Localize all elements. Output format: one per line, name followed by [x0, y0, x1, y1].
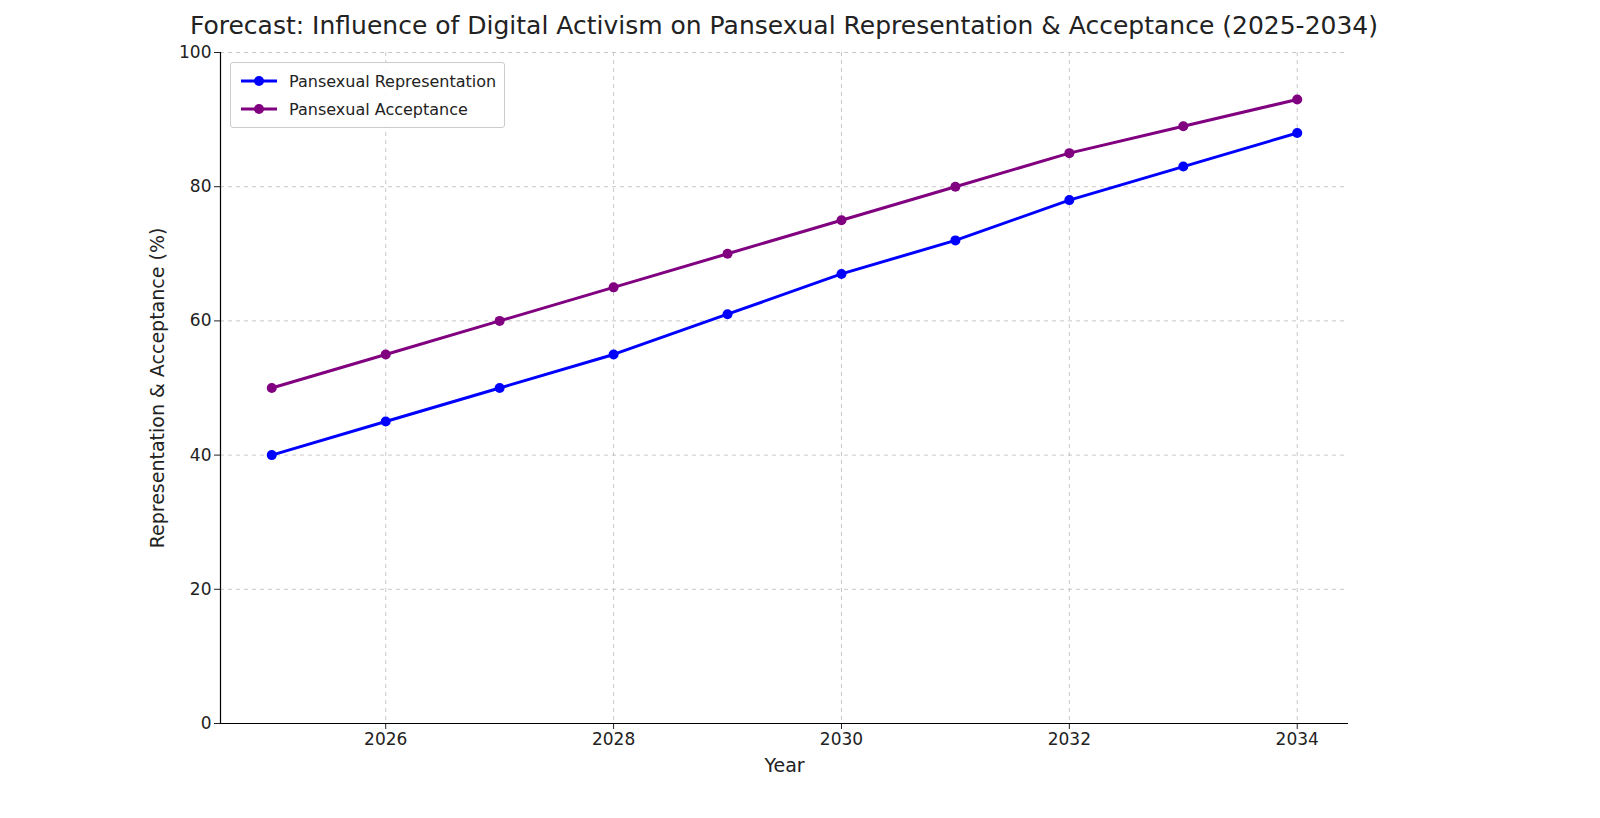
svg-text:80: 80: [190, 176, 212, 196]
html-text:Pansexual Acceptance: Pansexual Acceptance: [289, 99, 468, 119]
svg-text:100: 100: [179, 44, 211, 62]
html-text:Pansexual Representation: Pansexual Representation: [289, 71, 497, 91]
svg-text:Year: Year: [763, 754, 804, 776]
svg-text:2028: 2028: [592, 729, 635, 749]
svg-text:2026: 2026: [364, 729, 407, 749]
svg-text:0: 0: [201, 713, 212, 733]
svg-text:Representation & Acceptance (%: Representation & Acceptance (%): [146, 228, 168, 549]
svg-text:60: 60: [190, 310, 212, 330]
svg-text:2030: 2030: [820, 729, 863, 749]
svg-text:2034: 2034: [1276, 729, 1319, 749]
svg-text:2032: 2032: [1048, 729, 1091, 749]
html-text:Forecast: Influence of Digital: Forecast: Influence of Digital Activism …: [190, 11, 1378, 40]
svg-text:20: 20: [190, 579, 212, 599]
svg-text:40: 40: [190, 445, 212, 465]
